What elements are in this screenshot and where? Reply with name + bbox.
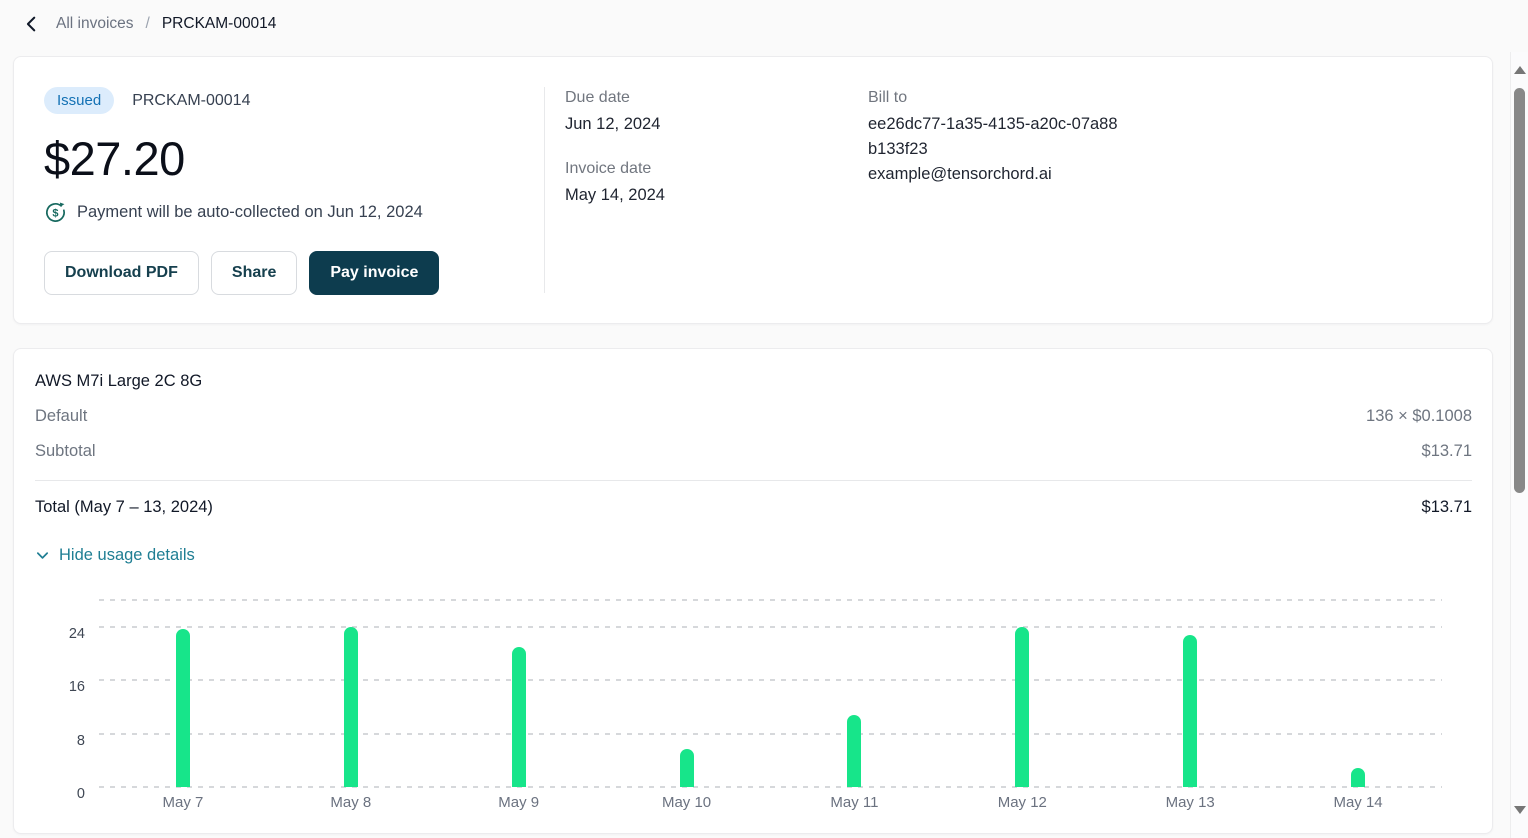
x-axis-label: May 10 bbox=[661, 794, 712, 811]
bill-to-label: Bill to bbox=[868, 89, 908, 106]
subtotal-row: Subtotal $13.71 bbox=[35, 442, 1472, 461]
auto-collect-icon: $ bbox=[44, 201, 67, 224]
total-value: $13.71 bbox=[1421, 498, 1472, 516]
y-axis-tick: 16 bbox=[68, 679, 85, 696]
usage-bar-may-13 bbox=[1183, 634, 1198, 787]
chart-gridline bbox=[99, 679, 1442, 682]
hide-usage-details-label: Hide usage details bbox=[59, 546, 195, 564]
chevron-left-icon bbox=[22, 14, 42, 34]
breadcrumb-separator: / bbox=[145, 15, 150, 32]
scroll-up-arrow[interactable] bbox=[1513, 66, 1526, 74]
total-label: Total (May 7 – 13, 2024) bbox=[35, 498, 213, 516]
bar-cell bbox=[771, 600, 939, 787]
bar-cell bbox=[435, 600, 603, 787]
line-item-label: Default bbox=[35, 407, 88, 425]
chart-gridline bbox=[99, 625, 1442, 628]
hide-usage-details-toggle[interactable]: Hide usage details bbox=[35, 546, 195, 565]
y-axis-tick: 0 bbox=[76, 786, 85, 802]
y-axis-tick: 24 bbox=[68, 625, 85, 642]
usage-chart-plot: 0 8 16 24 bbox=[69, 599, 1442, 801]
invoice-number: PRCKAM-00014 bbox=[132, 91, 251, 109]
x-axis-label: May 8 bbox=[330, 794, 372, 811]
subtotal-value: $13.71 bbox=[1421, 442, 1472, 460]
scrollbar-thumb[interactable] bbox=[1514, 88, 1525, 493]
chart-gridline bbox=[99, 732, 1442, 735]
product-name: AWS M7i Large 2C 8G bbox=[35, 372, 203, 390]
x-axis-label: May 9 bbox=[498, 794, 540, 811]
total-row: Total (May 7 – 13, 2024) $13.71 bbox=[35, 498, 1472, 517]
usage-bar-may-12 bbox=[1015, 627, 1030, 787]
bill-to-id: ee26dc77-1a35-4135-a20c-07a88b133f23 bbox=[868, 115, 1118, 158]
usage-bar-may-7 bbox=[175, 628, 190, 787]
chevron-down-icon bbox=[35, 548, 50, 563]
back-button[interactable] bbox=[20, 12, 44, 36]
scrollbar[interactable] bbox=[1510, 52, 1528, 838]
scroll-down-arrow[interactable] bbox=[1513, 806, 1526, 814]
due-date-value: Jun 12, 2024 bbox=[565, 115, 661, 133]
invoice-date-label: Invoice date bbox=[565, 160, 652, 177]
total-divider bbox=[35, 480, 1472, 481]
main-content: Issued PRCKAM-00014 $27.20 $ Payment wil… bbox=[0, 48, 1528, 834]
usage-bar-may-11 bbox=[847, 714, 862, 787]
bar-cell bbox=[1106, 600, 1274, 787]
download-pdf-button[interactable]: Download PDF bbox=[44, 251, 199, 295]
bar-cell bbox=[267, 600, 435, 787]
bill-to-column: Bill to ee26dc77-1a35-4135-a20c-07a88b13… bbox=[868, 87, 1151, 293]
chart-gridline bbox=[99, 786, 1442, 788]
invoice-amount: $27.20 bbox=[44, 132, 185, 185]
x-axis-label: May 12 bbox=[997, 794, 1047, 811]
x-axis-label: May 7 bbox=[162, 794, 204, 811]
chart-gridline bbox=[99, 599, 1442, 601]
bar-cell bbox=[1274, 600, 1442, 787]
y-axis-tick: 8 bbox=[76, 732, 85, 749]
breadcrumb-current: PRCKAM-00014 bbox=[161, 15, 277, 32]
usage-chart: 0 8 16 24 May 7 May 8 May 9 May 10 May 11 May 12… bbox=[35, 599, 1472, 811]
x-axis-label: May 13 bbox=[1165, 794, 1215, 811]
usage-bar-may-14 bbox=[1351, 767, 1366, 787]
breadcrumb: All invoices / PRCKAM-00014 bbox=[0, 0, 1528, 48]
invoice-date-value: May 14, 2024 bbox=[565, 186, 665, 204]
status-badge: Issued bbox=[44, 87, 115, 114]
line-item-row: Default 136 × $0.1008 bbox=[35, 407, 1472, 426]
auto-collect-note: Payment will be auto-collected on Jun 12… bbox=[77, 203, 423, 221]
bar-cell bbox=[603, 600, 771, 787]
vertical-divider bbox=[544, 87, 545, 293]
usage-bar-may-8 bbox=[343, 627, 358, 787]
line-item-value: 136 × $0.1008 bbox=[1366, 407, 1472, 425]
bill-to-email: example@tensorchord.ai bbox=[868, 165, 1052, 183]
invoice-dates-column: Due date Jun 12, 2024 Invoice date May 1… bbox=[565, 87, 848, 293]
breadcrumb-all-invoices[interactable]: All invoices bbox=[56, 15, 134, 32]
svg-text:$: $ bbox=[52, 208, 58, 220]
x-axis-label: May 11 bbox=[830, 794, 879, 811]
bar-cell bbox=[99, 600, 267, 787]
usage-chart-bars bbox=[99, 600, 1442, 787]
share-button[interactable]: Share bbox=[210, 251, 298, 295]
invoice-summary-left: Issued PRCKAM-00014 $27.20 $ Payment wil… bbox=[44, 87, 544, 295]
usage-bar-may-9 bbox=[511, 646, 526, 787]
due-date-label: Due date bbox=[565, 89, 630, 106]
x-axis-label: May 14 bbox=[1333, 794, 1383, 811]
line-items-card: AWS M7i Large 2C 8G Default 136 × $0.100… bbox=[13, 348, 1493, 834]
usage-chart-x-axis: May 7 May 8 May 9 May 10 May 11 May 12 May 13 M… bbox=[99, 794, 1442, 811]
bar-cell bbox=[938, 600, 1106, 787]
invoice-summary-card: Issued PRCKAM-00014 $27.20 $ Payment wil… bbox=[13, 56, 1493, 324]
usage-bar-may-10 bbox=[679, 748, 694, 787]
pay-invoice-button[interactable]: Pay invoice bbox=[309, 251, 440, 295]
subtotal-label: Subtotal bbox=[35, 442, 96, 460]
